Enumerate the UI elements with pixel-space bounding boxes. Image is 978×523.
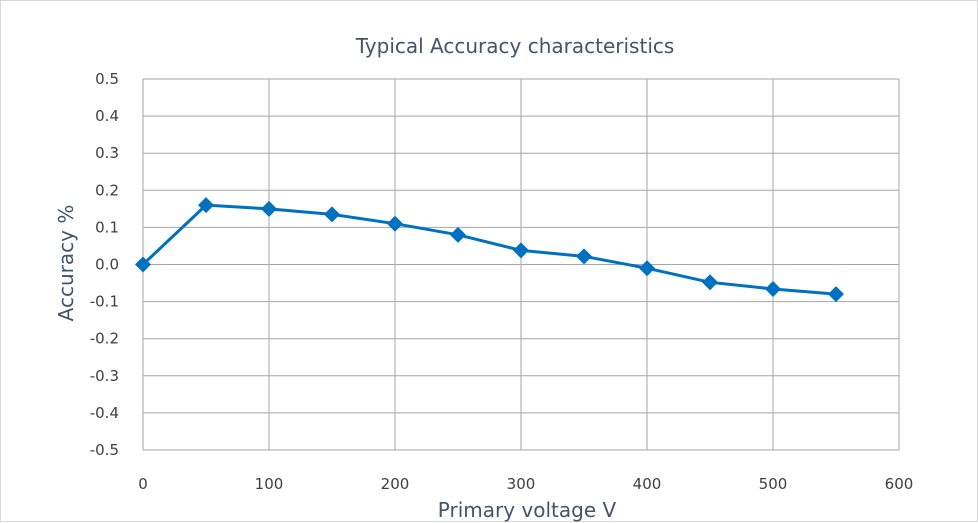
y-tick-label: -0.2 <box>90 330 119 348</box>
series-layer <box>135 197 844 303</box>
data-point-marker <box>576 248 592 265</box>
data-point-marker <box>828 286 844 303</box>
x-tick-label: 200 <box>381 475 410 493</box>
data-point-marker <box>261 200 277 217</box>
y-tick-label: 0.5 <box>95 70 119 88</box>
data-point-marker <box>135 256 151 273</box>
x-tick-label: 100 <box>255 475 284 493</box>
y-tick-label: 0.1 <box>95 218 119 236</box>
y-tick-label: -0.1 <box>90 293 119 311</box>
data-point-marker <box>702 274 718 291</box>
x-axis-title: Primary voltage V <box>438 498 617 522</box>
data-point-marker <box>765 280 781 297</box>
data-point-marker <box>513 242 529 259</box>
x-tick-label: 500 <box>759 475 788 493</box>
data-point-marker <box>639 260 655 277</box>
data-point-marker <box>324 206 340 223</box>
y-tick-labels: 0.5 0.4 0.3 0.2 0.1 0.0 -0.1 -0.2 -0.3 -0.4 -0.5 <box>90 70 119 459</box>
y-axis-title: Accuracy % <box>54 205 78 322</box>
series-line <box>141 203 837 296</box>
y-tick-label: 0.3 <box>95 144 119 162</box>
x-tick-label: 300 <box>507 475 536 493</box>
x-tick-label: 400 <box>633 475 662 493</box>
data-point-marker <box>198 197 214 214</box>
x-tick-label: 0 <box>138 475 148 493</box>
y-tick-label: 0.4 <box>95 107 119 125</box>
x-tick-label: 600 <box>885 475 914 493</box>
x-tick-labels: 0 100 200 300 400 500 600 <box>138 475 913 493</box>
y-tick-label: 0.0 <box>95 256 119 274</box>
data-point-marker <box>450 226 466 243</box>
chart-title: Typical Accuracy characteristics <box>355 34 675 58</box>
data-point-marker <box>387 215 403 232</box>
y-tick-label: -0.5 <box>90 441 119 459</box>
y-tick-label: 0.2 <box>95 181 119 199</box>
grid-lines <box>142 78 900 451</box>
y-tick-label: -0.3 <box>90 367 119 385</box>
y-tick-label: -0.4 <box>90 404 119 422</box>
